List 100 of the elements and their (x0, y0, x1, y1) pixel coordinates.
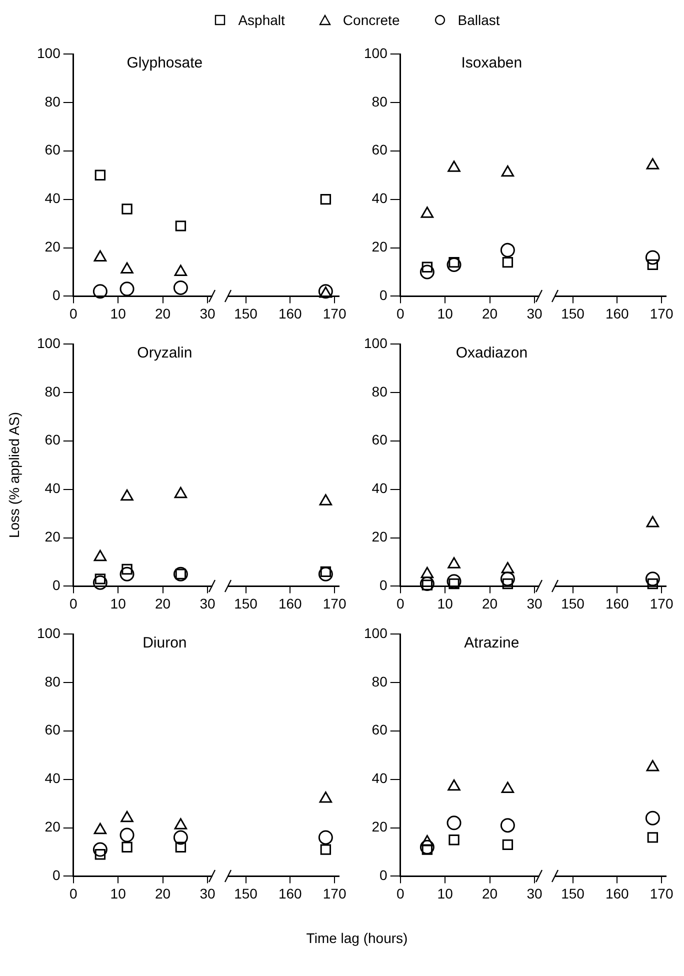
y-tick-label: 100 (37, 44, 61, 61)
x-tick-label: 20 (482, 885, 498, 902)
y-tick-label: 40 (372, 770, 388, 786)
chart-title: Diuron (142, 634, 187, 652)
x-tick-label: 0 (396, 885, 404, 902)
point (448, 160, 460, 172)
x-tick-label: 170 (322, 595, 346, 612)
point (173, 280, 188, 295)
y-tick-label: 40 (44, 480, 61, 496)
y-tick-label: 0 (380, 867, 388, 884)
y-tick-label: 0 (52, 577, 61, 594)
x-tick-label: 0 (69, 885, 78, 902)
y-tick-label: 0 (52, 867, 61, 884)
point (94, 550, 107, 562)
point (120, 489, 134, 501)
x-tick-label: 30 (526, 885, 543, 902)
x-tick-label: 20 (155, 885, 171, 902)
y-tick-label: 60 (372, 722, 388, 738)
y-tick-label: 0 (380, 577, 388, 594)
point (94, 250, 107, 262)
y-tick-label: 80 (44, 383, 61, 400)
chart-title: Glyphosate (126, 54, 203, 72)
point (502, 256, 514, 268)
x-tick-label: 160 (278, 595, 302, 612)
y-tick-label: 60 (44, 432, 61, 448)
x-tick-label: 10 (437, 595, 454, 612)
y-tick-label: 60 (372, 432, 388, 448)
x-tick-label: 10 (110, 595, 126, 612)
chart-title: Atrazine (464, 634, 520, 652)
x-tick-label: 20 (155, 595, 171, 612)
point (120, 262, 134, 274)
y-tick-label: 60 (372, 142, 388, 158)
y-tick-label: 100 (364, 44, 388, 61)
x-tick-label: 150 (561, 595, 585, 612)
x-tick-label: 30 (200, 305, 216, 322)
y-tick-label: 40 (44, 770, 61, 786)
y-tick-label: 20 (372, 818, 388, 835)
y-tick-label: 100 (364, 624, 388, 641)
x-tick-label: 0 (396, 595, 404, 612)
x-tick-label: 160 (278, 305, 302, 322)
point (174, 264, 188, 276)
x-tick-label: 150 (234, 595, 258, 612)
y-tick-label: 80 (372, 383, 388, 400)
x-tick-label: 160 (278, 885, 302, 902)
point (448, 834, 460, 846)
point (502, 839, 514, 850)
y-tick-label: 80 (44, 673, 61, 690)
y-tick-label: 0 (380, 287, 388, 304)
x-tick-label: 30 (526, 595, 543, 612)
y-tick-label: 60 (44, 142, 61, 158)
legend-label: Concrete (342, 12, 400, 28)
y-tick-label: 20 (44, 818, 61, 835)
point (94, 170, 106, 180)
point (448, 779, 460, 791)
x-tick-label: 170 (322, 885, 346, 902)
y-tick-label: 40 (44, 190, 61, 206)
point (501, 782, 514, 794)
point (420, 206, 434, 218)
y-tick-label: 80 (44, 93, 61, 110)
chart-title: Oxadiazon (456, 344, 528, 362)
x-tick-label: 150 (234, 305, 258, 322)
x-tick-label: 10 (110, 305, 126, 322)
y-tick-label: 60 (44, 722, 61, 738)
x-tick-label: 30 (200, 595, 216, 612)
y-axis-title: Loss (% applied AS) (6, 412, 22, 538)
x-tick-label: 30 (526, 305, 543, 322)
y-tick-label: 100 (37, 334, 61, 351)
y-tick-label: 80 (372, 93, 388, 110)
point (120, 566, 134, 582)
x-tick-label: 10 (110, 885, 126, 902)
x-tick-label: 170 (650, 595, 674, 612)
y-tick-label: 20 (44, 238, 61, 255)
point (92, 575, 108, 590)
x-tick-label: 0 (69, 595, 78, 612)
chart-title: Isoxaben (461, 54, 522, 72)
x-tick-label: 20 (155, 305, 171, 322)
y-tick-label: 20 (372, 528, 388, 545)
point (92, 284, 108, 299)
point (420, 264, 434, 280)
y-tick-label: 80 (372, 673, 388, 690)
x-tick-label: 150 (561, 305, 585, 322)
point (420, 840, 434, 854)
point (501, 165, 514, 177)
y-tick-label: 0 (52, 287, 61, 304)
y-tick-label: 40 (372, 190, 388, 206)
legend-label: Ballast (456, 12, 500, 28)
point (500, 818, 515, 833)
y-tick-label: 40 (372, 480, 388, 496)
y-tick-label: 20 (372, 238, 388, 255)
point (446, 257, 462, 272)
x-tick-label: 20 (482, 595, 498, 612)
x-tick-label: 10 (437, 885, 454, 902)
x-tick-label: 160 (605, 595, 630, 612)
y-tick-label: 100 (37, 624, 61, 641)
x-tick-label: 0 (69, 305, 78, 322)
point (420, 835, 434, 846)
x-tick-label: 10 (437, 305, 454, 322)
point (174, 486, 188, 498)
text: Time lag (hours) (305, 930, 409, 946)
y-tick-label: 100 (364, 334, 388, 351)
